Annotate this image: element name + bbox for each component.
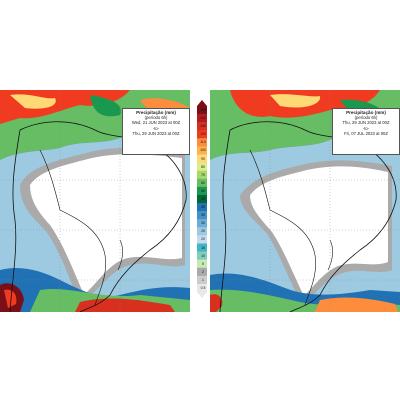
colorbar-tick-label: 110 [200,140,206,145]
colorbar-tick-label: 60 [201,180,205,185]
colorbar-segment [197,251,207,260]
colorbar-segment [197,186,207,196]
colorbar-tick-label: 100 [200,148,206,153]
colorbar-arrow-top [197,100,207,106]
colorbar-tick-label: 70 [201,172,205,177]
colorbar-segment [197,227,207,236]
info-end: Thu, 29 JUN 2023 at 00Z [132,130,180,136]
info-end: Fri, 07 JUL 2023 at 00Z [344,130,388,136]
colorbar-tick-label: 2 [202,269,204,274]
colorbar-segment [197,130,207,139]
colorbar-segment [197,178,207,188]
colorbar-segment [197,154,207,163]
info-separator: -to- [362,125,370,131]
colorbar-tick-label: 25 [201,229,205,234]
colorbar-segment [197,114,207,123]
colorbar-segment [197,267,207,277]
colorbar-segment [197,243,207,252]
colorbar-segment [197,211,207,220]
map-panel-left: Precipitação (mm) (período 6h) Wed, 21 J… [0,90,190,312]
colorbar-tick-label: 50 [201,188,205,193]
colorbar-tick-label: 35 [201,213,205,218]
info-subtitle: (período 6h) [144,115,168,121]
colorbar-segment [197,170,207,180]
colorbar-segment [197,122,207,131]
colorbar-segment [197,259,207,269]
info-box-left: Precipitação (mm) (período 6h) Wed, 21 J… [122,108,190,155]
colorbar-tick-label: 40 [201,205,205,210]
colorbar-arrow-bottom [197,292,207,298]
info-subtitle: (período 6h) [354,115,378,121]
colorbar-tick-label: 5 [202,261,204,266]
colorbar-tick-label: 90 [201,156,205,161]
info-title: Precipitação (mm) [346,110,386,115]
info-start: Wed, 21 JUN 2023 at 00Z [131,120,181,126]
info-title: Precipitação (mm) [136,110,176,115]
colorbar-segment [197,235,207,244]
precipitation-colorbar [197,100,207,298]
colorbar-tick-label: 1 [202,277,204,282]
colorbar-segment [197,194,207,204]
colorbar-tick-label: 20 [201,237,205,242]
colorbar-segment [197,146,207,155]
colorbar-tick-label: 120 [200,132,206,137]
colorbar-segment [197,106,207,115]
colorbar-tick-label: 140 [200,116,206,121]
info-separator: -to- [152,125,160,131]
colorbar-segment [197,283,207,293]
colorbar-tick-label: 45 [201,197,205,201]
colorbar-segment [197,275,207,285]
colorbar-tick-label: 150 [200,108,206,113]
colorbar-tick-label: 80 [201,164,205,169]
colorbar-tick-label: 0.5 [200,285,206,290]
colorbar-segment [197,138,207,147]
colorbar-tick-label: 10 [201,253,205,258]
info-start: Thu, 29 JUN 2023 at 00Z [342,120,390,126]
colorbar-tick-label: 30 [201,221,205,226]
map-panel-right: Precipitação (mm) (período 6h) Thu, 29 J… [210,90,400,312]
colorbar-segment [197,203,207,212]
colorbar-tick-label: 130 [200,124,206,129]
colorbar-segment [197,219,207,228]
colorbar-tick-label: 15 [201,245,205,250]
info-box-right: Precipitação (mm) (período 6h) Thu, 29 J… [332,108,400,155]
colorbar-segment [197,162,207,171]
